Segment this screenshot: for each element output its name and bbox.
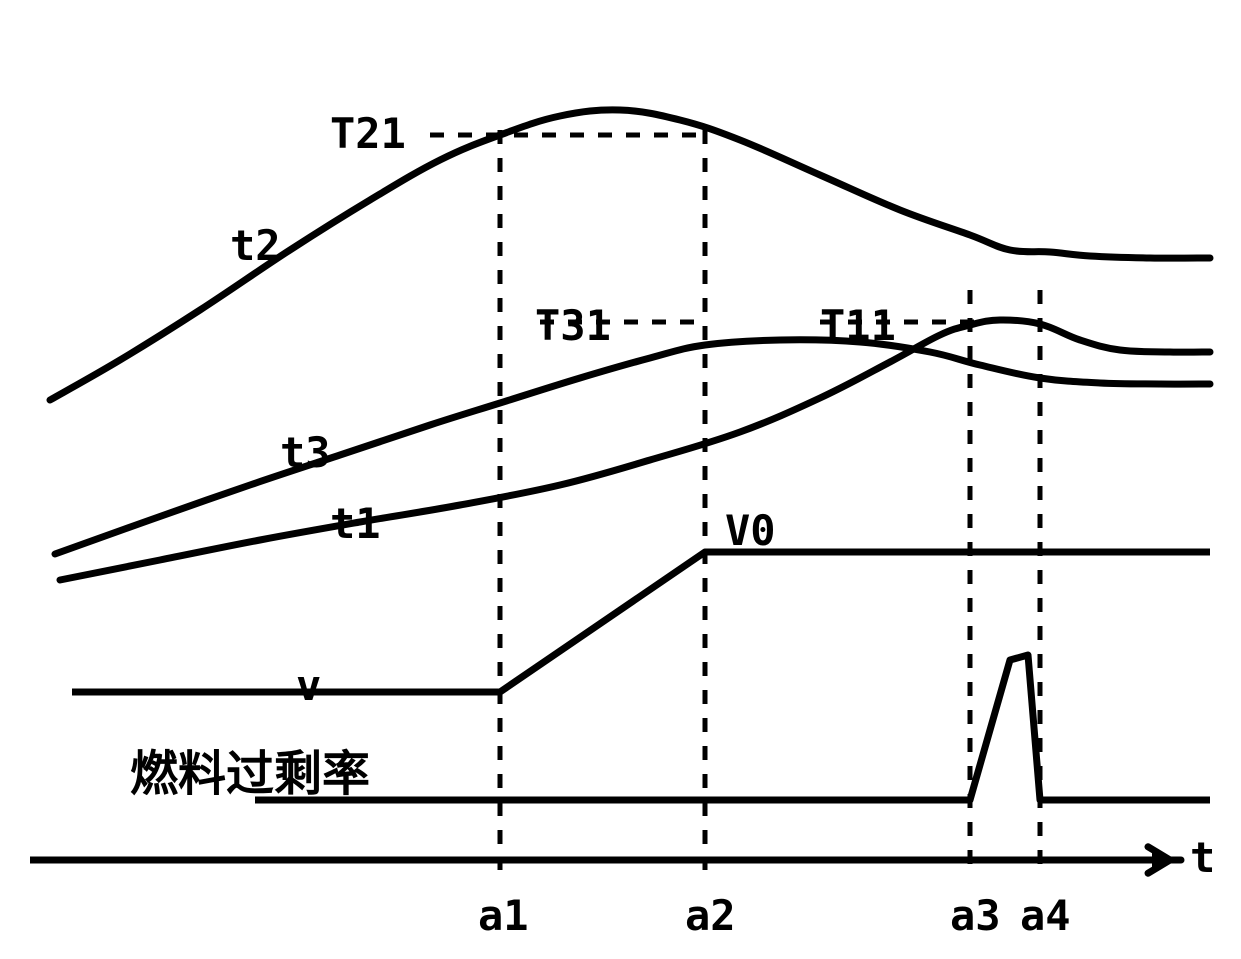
label-t21: T21 [330,109,406,158]
curve-label-t1: t1 [330,499,381,548]
tick-label-a2: a2 [685,891,736,940]
curve-label-t3: t3 [280,428,331,477]
tick-label-a3: a3 [950,891,1001,940]
tick-label-a4: a4 [1020,891,1071,940]
curve-label-v: v [296,661,321,710]
tick-label-a1: a1 [478,891,529,940]
label-t11: T11 [820,301,896,350]
chart-svg: t2 t3 t1 v V0 燃料过剩率 a1 a2 a3 a4 T21 T31 T11 t [0,0,1241,959]
axis-label-t: t [1190,833,1215,882]
label-t31: T31 [535,301,611,350]
label-v0: V0 [725,506,776,555]
chart-background [0,0,1241,959]
chart-root: t2 t3 t1 v V0 燃料过剩率 a1 a2 a3 a4 T21 T31 T11 t [0,0,1241,959]
label-fuel-excess: 燃料过剩率 [130,746,370,802]
curve-label-t2: t2 [230,221,281,270]
